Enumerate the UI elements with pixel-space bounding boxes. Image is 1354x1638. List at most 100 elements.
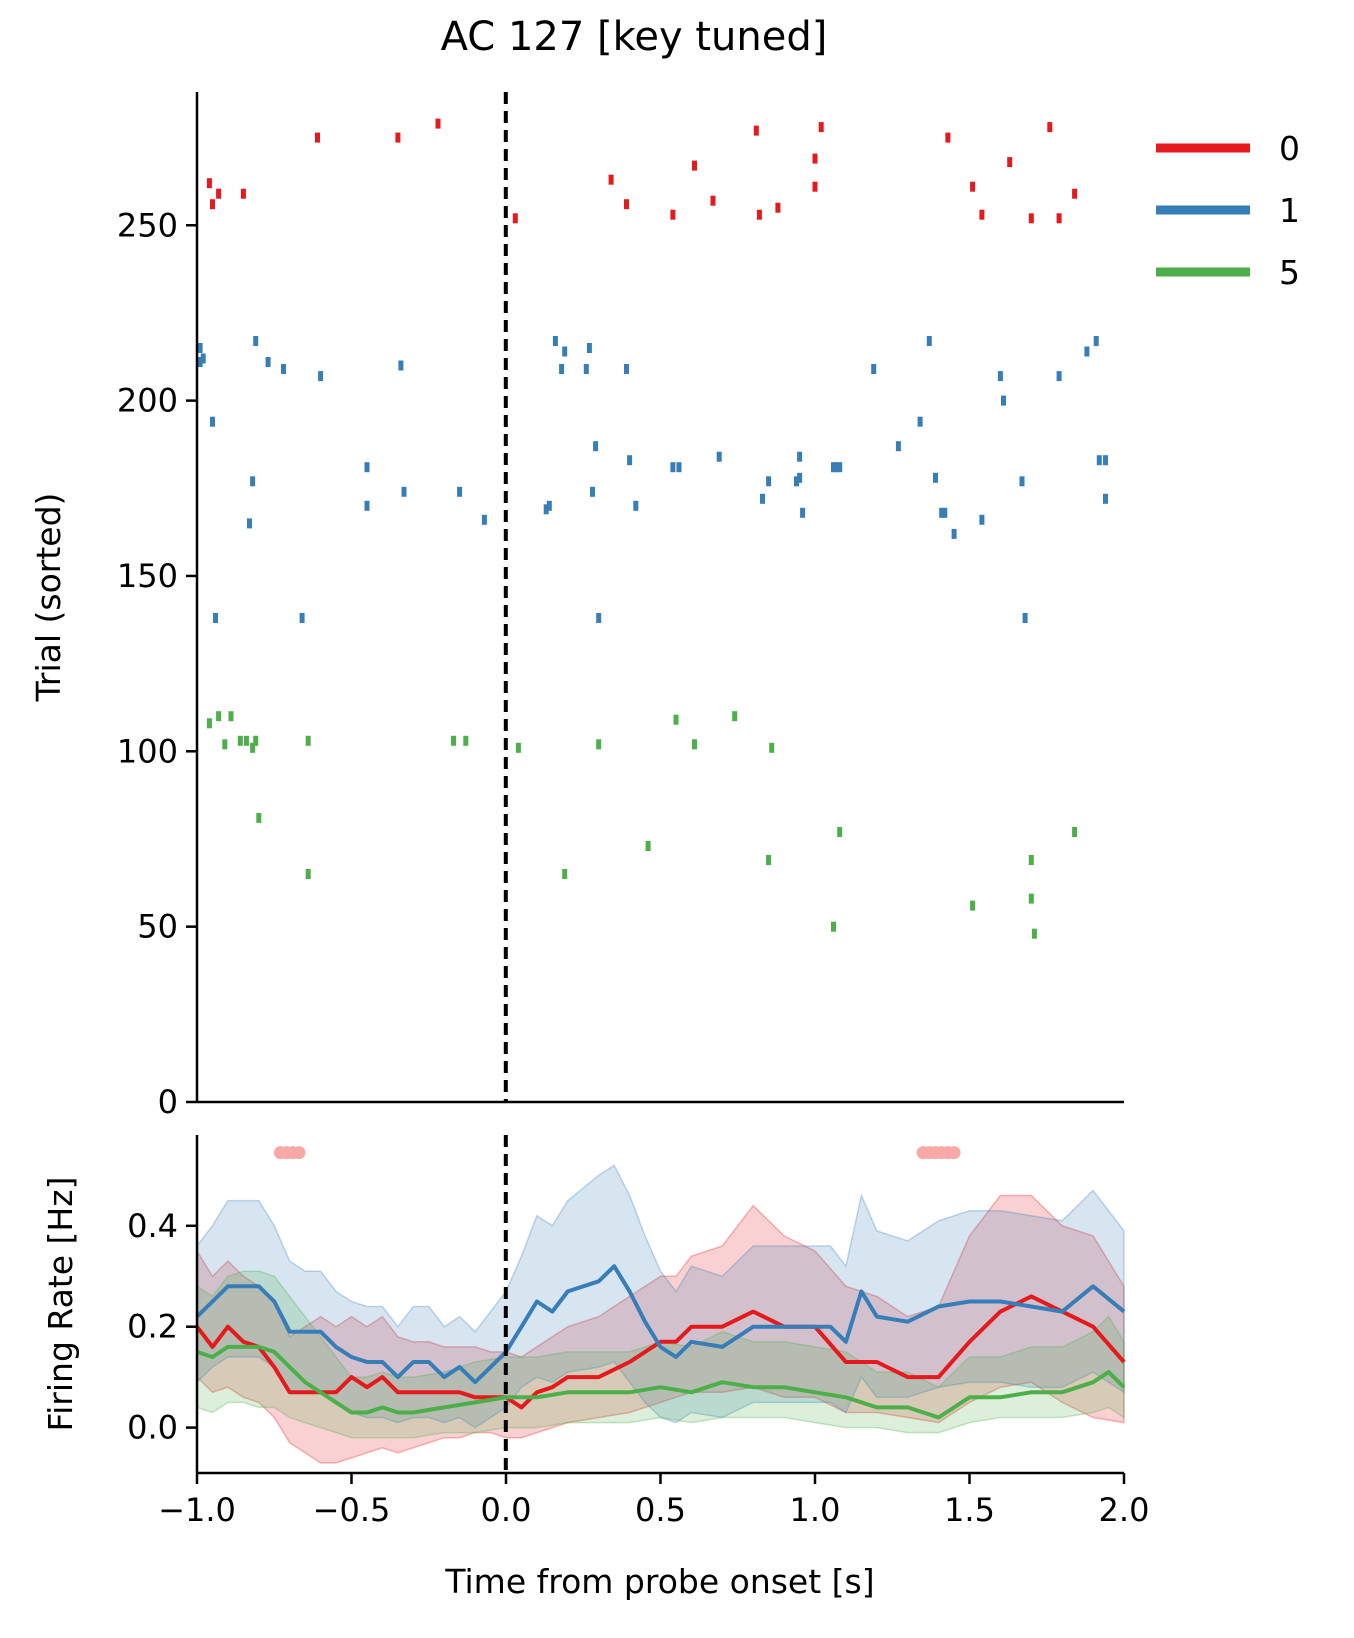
spike-mark-series-1 [253,336,259,346]
spike-mark-series-1 [1103,493,1108,504]
mean-line-series-5 [196,1344,1126,1420]
spike-mark-series-1 [997,371,1003,382]
spike-mark-series-0 [753,125,759,136]
spike-mark-series-1 [1001,395,1006,406]
spike-mark-series-1 [401,486,407,497]
raster-y-tick-label: 150 [117,557,178,595]
spike-mark-series-1 [951,528,957,539]
spike-mark-series-1 [200,353,206,364]
spike-mark-series-0 [775,202,781,213]
rate-x-tick-label: −0.5 [313,1491,391,1529]
spike-mark-series-1 [559,364,565,374]
spike-mark-series-1 [197,357,203,367]
spike-mark-series-0 [395,132,401,143]
raster-title: AC 127 [key tuned] [441,14,828,60]
spike-mark-series-5 [562,869,568,879]
spike-mark-series-1 [1019,476,1025,487]
spike-mark-series-1 [871,364,877,374]
spike-mark-series-0 [692,160,697,171]
mean-line-series-0 [195,1294,1126,1410]
spike-mark-series-1 [481,514,487,525]
spike-mark-series-0 [970,181,976,192]
spike-mark-series-1 [318,371,324,382]
spike-mark-series-5 [222,739,228,750]
spike-mark-series-0 [435,118,441,129]
spike-mark-series-1 [213,613,218,623]
spike-mark-series-5 [732,711,738,722]
spike-mark-series-0 [710,195,716,206]
spike-mark-series-1 [676,462,682,473]
spike-mark-series-1 [1103,455,1108,466]
spike-mark-series-5 [463,735,469,746]
spike-mark-series-5 [228,711,234,722]
spike-mark-series-1 [933,472,938,483]
spike-mark-series-1 [197,343,203,353]
spike-mark-series-0 [624,199,629,210]
rate-x-tick-label: 2.0 [1099,1491,1150,1529]
rate-y-tick-label: 0.4 [127,1207,178,1245]
spike-mark-series-0 [1072,188,1078,199]
spike-mark-series-1 [670,462,676,473]
spike-mark-series-1 [1022,613,1028,623]
spike-mark-series-1 [590,486,595,497]
spike-mark-series-1 [624,364,629,374]
significance-markers [273,1146,961,1160]
raster-y-tick-label: 100 [117,732,178,770]
spike-mark-series-1 [281,364,286,374]
spike-mark-series-1 [265,357,271,367]
rate-y-tick-label: 0.2 [127,1308,178,1346]
spike-mark-series-0 [818,122,824,133]
spike-mark-series-1 [364,462,370,473]
raster-y-tick-label: 0 [158,1083,178,1121]
spike-mark-series-5 [216,711,222,722]
spike-mark-series-1 [546,500,552,511]
spike-mark-series-5 [451,735,456,746]
spike-mark-series-5 [1028,893,1034,904]
spike-mark-series-5 [837,827,843,837]
spike-mark-series-1 [250,476,256,487]
spike-mark-series-1 [917,416,923,427]
raster-y-ticks: 0 50 100 150 200 250 [117,206,197,1121]
spike-mark-series-1 [800,507,806,518]
spike-mark-series-1 [797,472,803,483]
spike-mark-series-1 [1093,336,1099,346]
spike-mark-series-0 [1007,157,1013,168]
spike-mark-series-1 [939,507,945,518]
rate-x-tick-label: −1.0 [158,1491,236,1529]
spike-mark-series-5 [692,739,697,750]
spike-mark-series-0 [210,199,215,210]
legend-label-1: 1 [1279,191,1300,230]
ci-band-series-0 [196,1194,1125,1464]
spike-mark-series-1 [593,441,599,452]
spike-mark-series-0 [608,174,614,185]
significance-dot [292,1146,306,1160]
spike-mark-series-0 [945,132,951,143]
spike-mark-series-5 [256,812,262,823]
spike-mark-series-0 [1047,122,1053,133]
spike-mark-series-1 [895,441,901,452]
spike-mark-series-1 [979,514,985,525]
rate-x-tick-label: 1.5 [944,1491,995,1529]
spike-mark-series-1 [398,360,404,371]
spike-mark-series-5 [305,735,311,746]
spike-mark-series-1 [1096,455,1102,466]
rate-mean-lines [195,1264,1126,1420]
rate-x-tick-label: 0.5 [635,1491,686,1529]
raster-y-tick-label: 200 [117,382,178,420]
spike-mark-series-5 [673,714,679,725]
spike-mark-series-5 [250,742,256,753]
spike-mark-series-5 [769,742,775,753]
spike-mark-series-1 [543,504,549,515]
spike-mark-series-1 [837,462,843,473]
spike-mark-series-5 [253,735,259,746]
rate-ci-bands [196,1164,1125,1464]
spike-mark-series-1 [247,518,252,529]
spike-mark-series-1 [716,451,722,462]
spike-mark-series-0 [979,209,985,220]
spike-mark-series-1 [562,346,568,357]
raster-y-tick-label: 250 [117,206,178,244]
spike-mark-series-5 [515,742,521,753]
spike-mark-series-1 [794,476,799,487]
spike-mark-series-0 [512,213,518,224]
